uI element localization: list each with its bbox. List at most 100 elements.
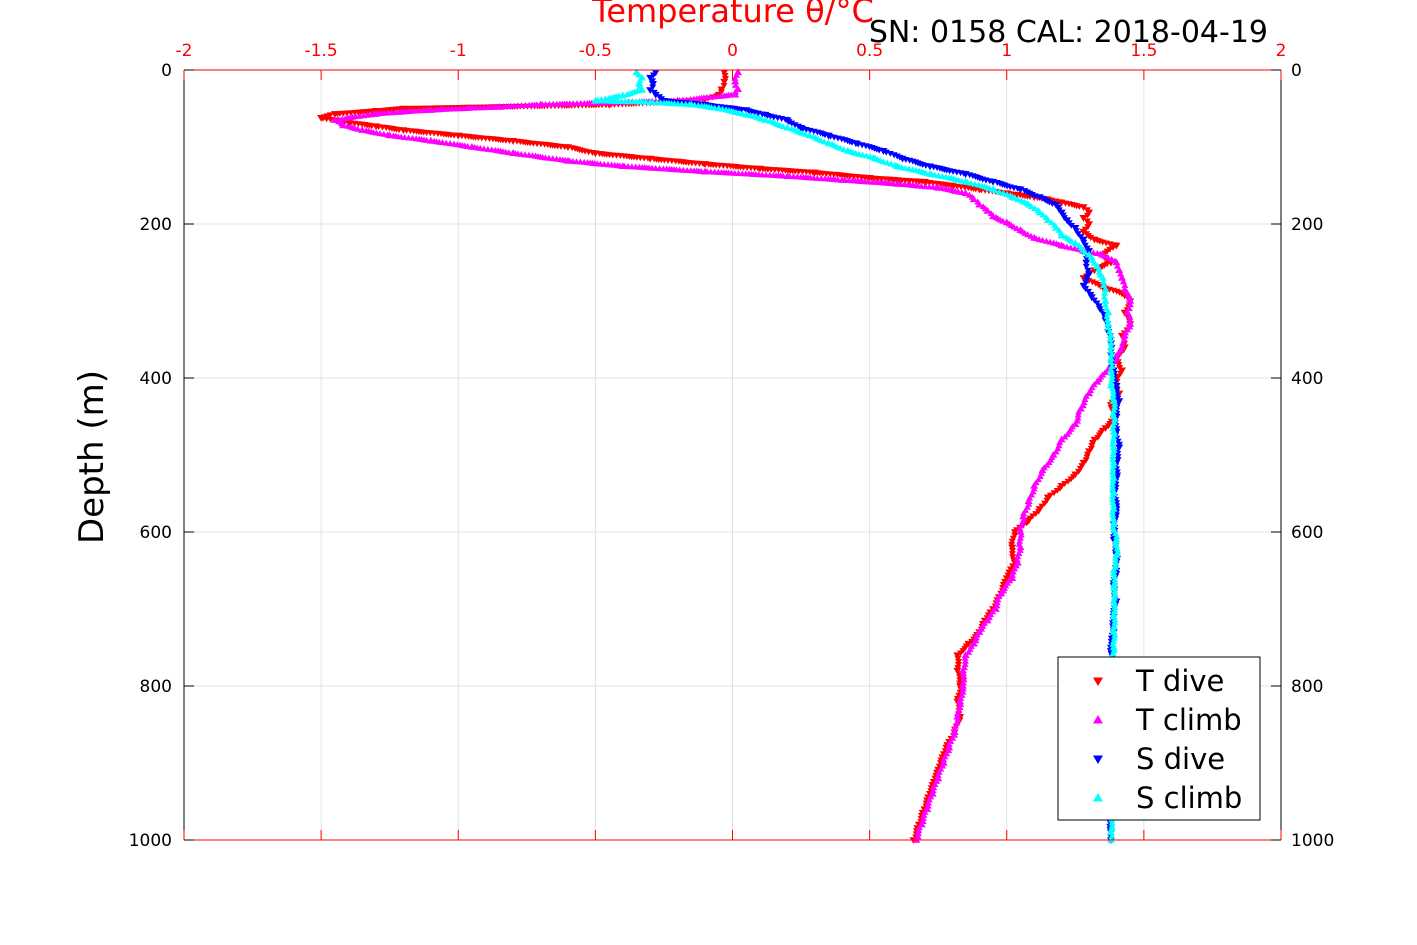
data-point-trail (636, 77, 644, 84)
data-point-trail (929, 787, 937, 794)
data-point-trail (1001, 578, 1009, 585)
data-point-trail (957, 694, 965, 701)
data-point (1109, 520, 1118, 528)
data-point-trail (1112, 560, 1120, 567)
data-point-trail (1109, 486, 1117, 493)
data-point-trail (1014, 553, 1022, 560)
data-point-trail (1082, 263, 1090, 270)
data-point (1112, 242, 1121, 250)
data-point (1093, 377, 1102, 385)
data-point-trail (1109, 514, 1117, 521)
data-point (1112, 551, 1121, 558)
data-point (1024, 497, 1033, 504)
data-point-trail (999, 189, 1007, 196)
data-point-trail (731, 74, 739, 81)
legend-box (1057, 656, 1261, 821)
data-point (1057, 231, 1066, 239)
data-point (1126, 320, 1135, 327)
data-point-trail (1109, 244, 1117, 251)
data-point-trail (887, 160, 895, 167)
data-point-trail (1011, 532, 1019, 539)
legend-marker-s-climb (1093, 793, 1103, 802)
data-point-trail (1110, 446, 1118, 453)
data-point (1109, 489, 1118, 497)
data-point-trail (930, 784, 938, 791)
data-point-trail (1104, 254, 1112, 261)
data-point-trail (779, 123, 787, 130)
data-point-trail (1111, 607, 1119, 613)
data-point (648, 81, 657, 88)
data-point-trail (1008, 551, 1016, 558)
data-point-trail (1050, 490, 1058, 497)
data-point-trail (1109, 385, 1117, 392)
data-point-trail (1121, 293, 1129, 300)
data-point-trail (1090, 259, 1098, 266)
data-point-trail (1109, 499, 1117, 506)
data-point-trail (1103, 312, 1111, 319)
data-point (339, 121, 348, 129)
data-point-trail (954, 661, 962, 668)
data-point-trail (1095, 265, 1103, 272)
data-point-trail (972, 634, 980, 641)
data-point-trail (1110, 570, 1118, 577)
data-point-trail (1108, 822, 1116, 829)
data-point-trail (915, 827, 923, 834)
data-point (1106, 828, 1115, 836)
data-point-trail (1067, 244, 1075, 251)
data-point-trail (1083, 256, 1091, 263)
data-point-trail (1048, 219, 1056, 226)
data-point-trail (1107, 825, 1115, 832)
data-point (1109, 427, 1118, 435)
data-point (731, 77, 740, 85)
legend-marker-s-dive (1093, 755, 1103, 764)
data-point-trail (785, 119, 793, 126)
data-point (961, 651, 970, 658)
y-tick-label-left: 600 (140, 523, 172, 543)
data-point-trail (1110, 419, 1118, 426)
data-point (961, 189, 970, 196)
y-tick-label-right: 200 (1291, 215, 1323, 235)
data-point-trail (924, 799, 932, 806)
data-point (983, 616, 992, 624)
data-point (958, 666, 967, 674)
data-point-trail (836, 144, 844, 151)
x-tick-label: -1.5 (305, 41, 338, 61)
data-point (945, 743, 954, 751)
data-point-trail (1109, 437, 1117, 444)
data-point-trail (1111, 554, 1119, 561)
data-point-trail (915, 824, 923, 831)
data-point-trail (995, 188, 1003, 195)
data-point (1106, 331, 1115, 339)
data-point-trail (1087, 235, 1095, 241)
x-tick-label: 0 (727, 41, 738, 61)
data-point-trail (1016, 537, 1024, 544)
data-point-trail (1126, 316, 1134, 323)
data-point (1079, 228, 1088, 236)
data-point (1101, 297, 1110, 304)
x-tick-label: -2 (176, 41, 193, 61)
data-point-trail (991, 187, 999, 194)
data-point (1008, 544, 1017, 552)
data-point-trail (954, 655, 962, 662)
data-point (1038, 466, 1047, 474)
y-tick-label-left: 800 (140, 677, 172, 697)
data-point (1030, 481, 1039, 489)
data-point-trail (1111, 631, 1119, 638)
data-point-trail (950, 725, 958, 732)
x-tick-label: -0.5 (579, 41, 612, 61)
data-point-trail (1083, 212, 1091, 219)
series-s-climb (591, 68, 1122, 843)
axes (183, 69, 1282, 841)
data-point-trail (1109, 480, 1117, 487)
data-point-trail (1109, 511, 1117, 518)
data-point-trail (993, 599, 1001, 606)
data-point-trail (1109, 409, 1117, 416)
data-point-trail (1108, 372, 1116, 379)
data-point (1035, 208, 1044, 216)
data-point (1104, 320, 1113, 327)
data-point-trail (1109, 391, 1117, 398)
data-point-trail (1112, 557, 1120, 564)
data-point-trail (1101, 289, 1109, 296)
data-point-trail (919, 814, 927, 821)
x-tick-label: 1 (1001, 41, 1012, 61)
